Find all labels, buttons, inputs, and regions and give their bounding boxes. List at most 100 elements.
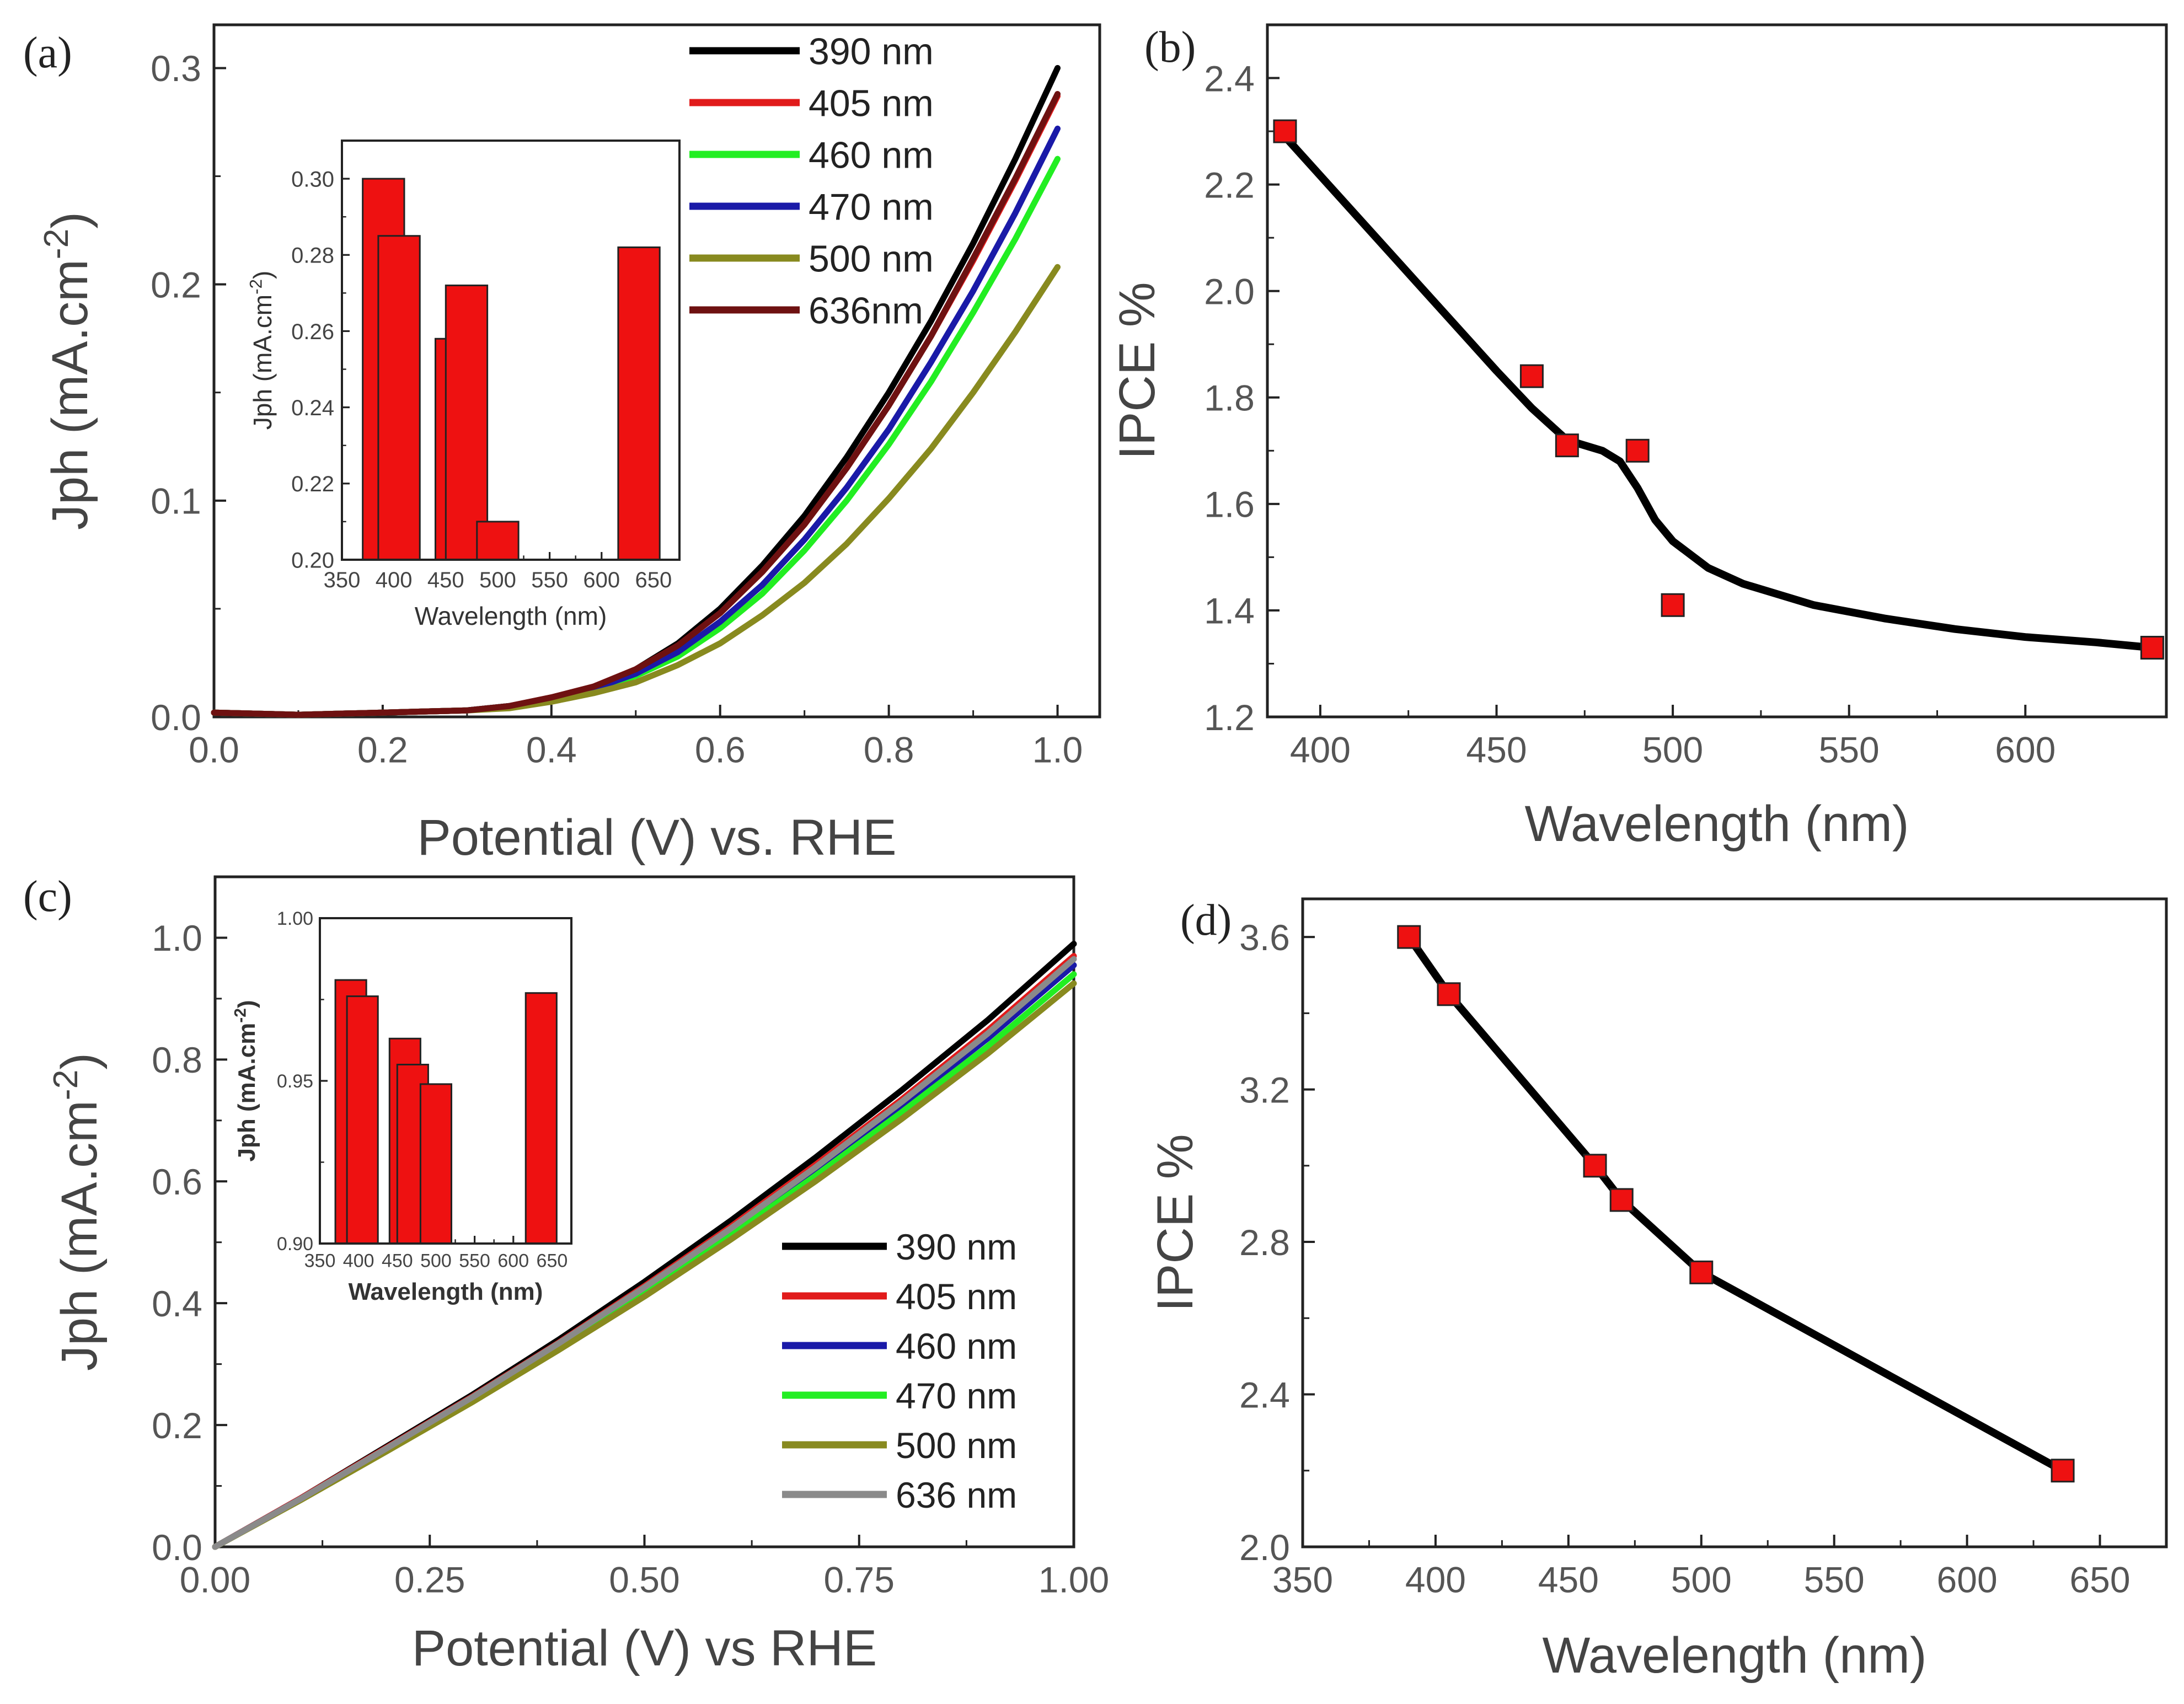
x-tick-label: 0.2: [357, 730, 408, 770]
panel-b: 400 450 500 550 600 1.2 1.4 1.6 1.8 2.0 2.2 2.4 Wave…: [1109, 23, 2168, 852]
y-tick-label: 1.4: [1204, 591, 1255, 631]
y-tick-label: 0.6: [152, 1161, 202, 1202]
legend-label: 636 nm: [896, 1475, 1017, 1515]
data-point: [1661, 593, 1685, 617]
data-point: [1519, 364, 1544, 388]
y-axis-title-close: ): [51, 1053, 108, 1070]
y-axis-title: Jph (mA.cm-2): [231, 1000, 260, 1161]
x-tick-label: 0.0: [189, 730, 239, 770]
x-tick-label: 0.75: [824, 1560, 895, 1600]
panel-d: 350 400 450 500 550 600 650 2.0 2.4 2.8 3.2 3.6 Wave…: [1147, 897, 2168, 1684]
x-tick-label: 450: [382, 1251, 413, 1272]
legend-label: 500 nm: [896, 1425, 1017, 1466]
inset-bar: [524, 992, 558, 1245]
x-tick-label: 0.4: [526, 730, 577, 770]
x-tick-label: 1.00: [1039, 1560, 1109, 1600]
x-tick-label: 0.25: [394, 1560, 465, 1600]
legend-label: 636nm: [809, 290, 923, 331]
panel-label-c: (c): [23, 872, 72, 921]
fit-line: [1281, 132, 2156, 652]
legend-label: 500 nm: [809, 238, 934, 280]
x-tick-label: 0.6: [695, 730, 746, 770]
x-tick-label: 600: [497, 1251, 529, 1272]
y-axis-title-superscript: -2: [37, 229, 76, 260]
x-tick-label: 0.50: [609, 1560, 679, 1600]
y-tick-label: 2.0: [1204, 271, 1255, 312]
y-axis-title: Jph (mA.cm-2): [46, 1053, 108, 1371]
legend-label: 405 nm: [809, 82, 934, 124]
legend-label: 390 nm: [809, 30, 934, 72]
x-tick-label: 500: [420, 1251, 452, 1272]
y-tick-label: 0.28: [291, 244, 334, 268]
panel-label-a: (a): [23, 29, 72, 77]
y-tick-label: 1.6: [1204, 484, 1255, 525]
y-axis-title: IPCE %: [1109, 282, 1165, 459]
y-axis-title: IPCE %: [1147, 1134, 1203, 1311]
data-point: [1583, 1154, 1607, 1178]
panel-c: 0.00 0.25 0.50 0.75 1.00 0.0 0.2 0.4 0.6 0.8 1.0 Po…: [46, 875, 1109, 1676]
y-tick-label: 0.90: [277, 1234, 313, 1255]
legend-label: 405 nm: [896, 1276, 1017, 1317]
x-tick-label: 550: [531, 568, 568, 592]
y-tick-label: 0.20: [291, 548, 334, 572]
x-axis-title: Wavelength (nm): [349, 1278, 543, 1305]
y-axis-title-main: IPCE %: [1147, 1134, 1203, 1311]
series-line-636nm: [211, 91, 1061, 718]
series-line-636nm: [212, 956, 1077, 1550]
x-tick-label: 400: [343, 1251, 374, 1272]
y-tick-label: 1.2: [1204, 697, 1255, 738]
x-tick-label: 500: [1642, 730, 1703, 770]
x-axis-title: Wavelength (nm): [1542, 1627, 1926, 1684]
y-axis-title-superscript: -2: [231, 1008, 249, 1023]
x-tick-label: 400: [376, 568, 413, 592]
plot-frame: [1301, 897, 2168, 1548]
x-axis-title: Potential (V) vs. RHE: [417, 810, 896, 866]
y-axis-title: Jph (mA.cm-2): [37, 212, 98, 530]
y-tick-label: 3.6: [1239, 917, 1290, 958]
y-axis-title-main: Jph (mA.cm: [248, 294, 277, 430]
data-point: [1625, 438, 1650, 463]
y-tick-label: 0.2: [151, 264, 201, 305]
y-tick-label: 2.0: [1239, 1527, 1290, 1568]
y-axis-title-close: ): [233, 1000, 260, 1008]
inset-frame: [341, 140, 681, 561]
y-axis-title-close: ): [248, 271, 277, 279]
x-tick-label: 0.8: [864, 730, 914, 770]
x-tick-label: 650: [537, 1251, 568, 1272]
plot-frame: [212, 23, 1101, 719]
y-tick-label: 0.26: [291, 320, 334, 344]
plot-frame: [1266, 23, 2168, 719]
panel-label-b: (b): [1144, 23, 1196, 72]
y-axis-title-main: Jph (mA.cm: [42, 259, 98, 530]
x-axis-title: Potential (V) vs RHE: [412, 1620, 877, 1676]
data-point: [1609, 1188, 1634, 1212]
x-tick-label: 350: [304, 1251, 336, 1272]
inset-bar: [476, 521, 520, 561]
y-axis-title-superscript: -2: [46, 1070, 85, 1101]
x-tick-label: 500: [1671, 1560, 1732, 1600]
y-tick-label: 1.0: [152, 918, 202, 958]
x-tick-label: 550: [459, 1251, 490, 1272]
y-tick-label: 2.2: [1204, 164, 1255, 205]
inset-bar: [377, 235, 421, 561]
fit-line: [1405, 933, 2067, 1475]
y-axis-title-main: Jph (mA.cm: [233, 1023, 260, 1162]
data-point: [1689, 1260, 1714, 1284]
y-tick-label: 2.4: [1239, 1374, 1290, 1415]
inset-bar: [346, 995, 379, 1245]
y-tick-label: 0.3: [151, 48, 201, 89]
inset-bar: [419, 1083, 453, 1245]
x-tick-label: 550: [1819, 730, 1880, 770]
legend-label: 390 nm: [896, 1226, 1017, 1267]
legend-label: 470 nm: [896, 1375, 1017, 1416]
x-tick-label: 450: [1538, 1560, 1599, 1600]
y-axis-title-main: IPCE %: [1109, 282, 1165, 459]
panel-a: 0.0 0.2 0.4 0.6 0.8 1.0 0.0 0.1 0.2 0.3 Potential …: [37, 23, 1101, 866]
x-tick-label: 450: [427, 568, 464, 592]
y-axis-title-main: Jph (mA.cm: [51, 1100, 108, 1371]
y-tick-label: 0.0: [151, 697, 201, 738]
x-tick-label: 1.0: [1032, 730, 1083, 770]
x-tick-label: 650: [635, 568, 672, 592]
y-axis-title-superscript: -2: [247, 279, 266, 294]
